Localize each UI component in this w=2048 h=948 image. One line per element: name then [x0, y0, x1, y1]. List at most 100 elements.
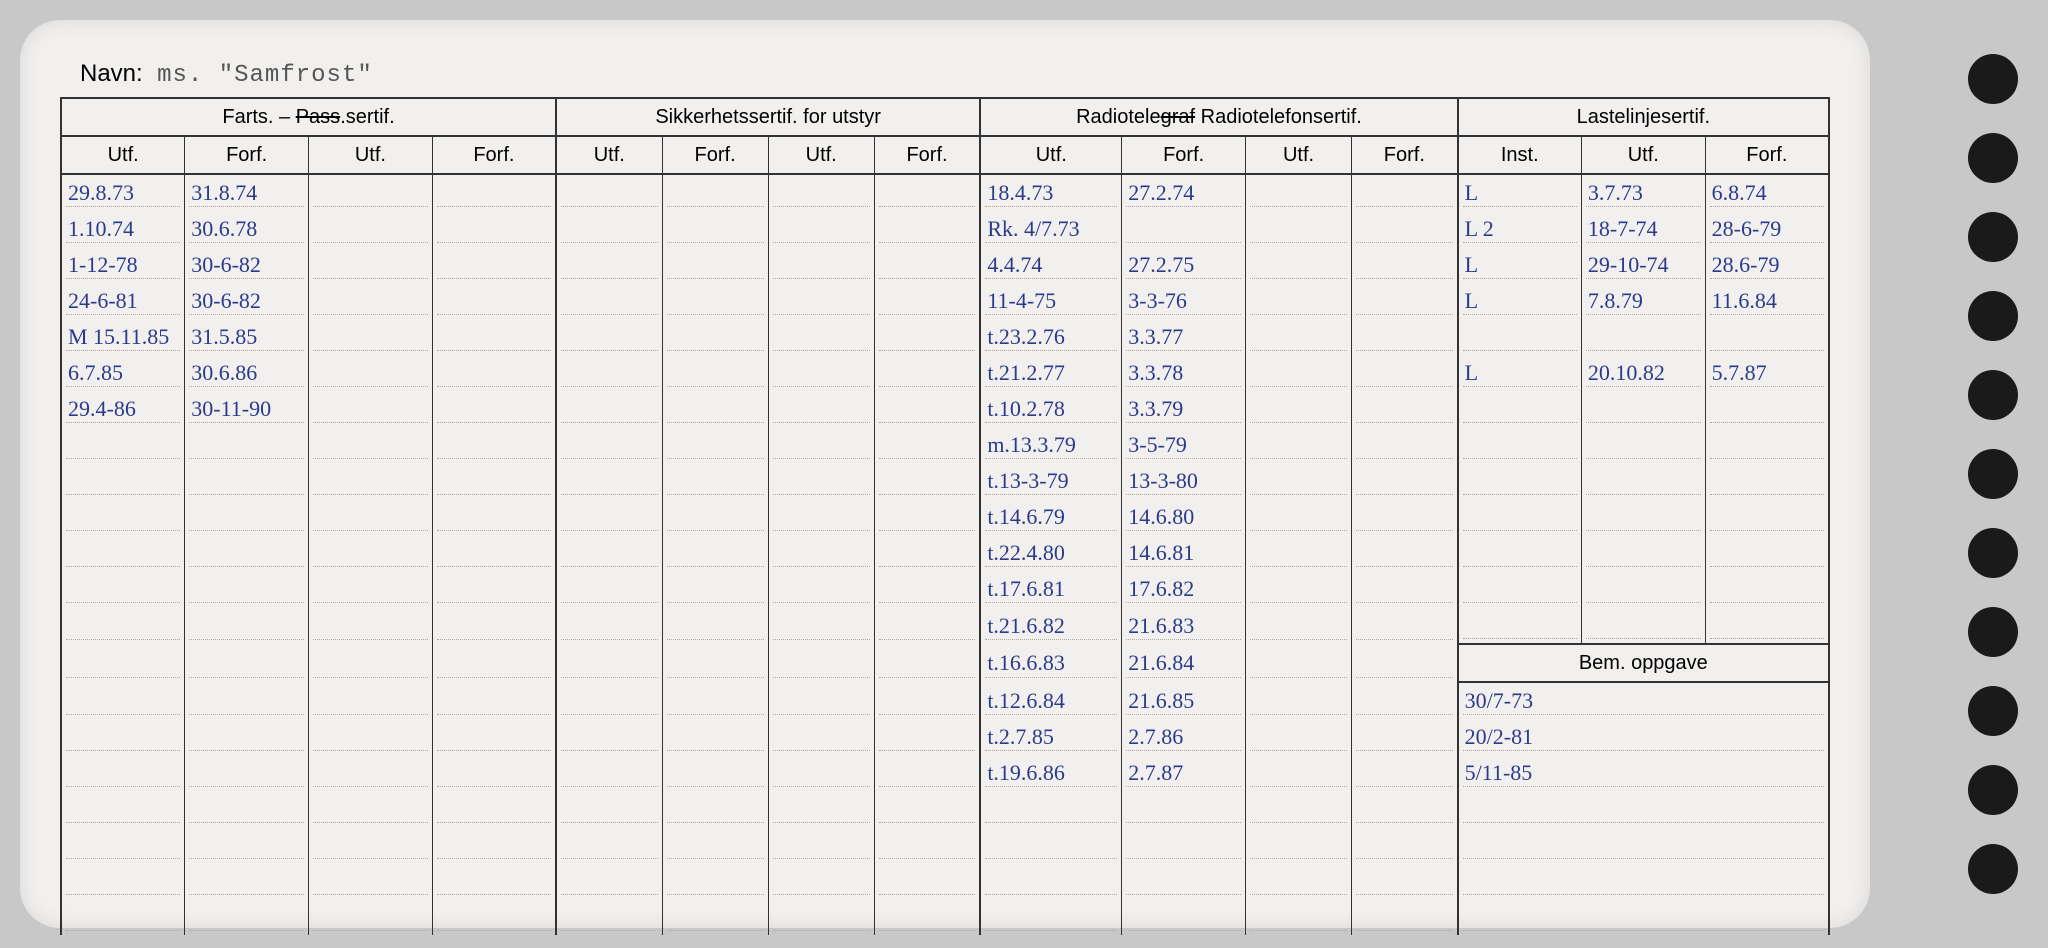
- farts-cell: [309, 247, 433, 283]
- sikkerhet-cell: [768, 863, 874, 899]
- radio-cell: t.10.2.78: [980, 391, 1121, 427]
- farts-cell: [61, 863, 185, 899]
- radio-cell: [1122, 863, 1246, 899]
- radio-cell: [1246, 427, 1352, 463]
- farts-cell: [432, 247, 556, 283]
- laste-cell: [1705, 463, 1829, 499]
- col-forf: Forf.: [1352, 136, 1458, 174]
- farts-cell: 30-6-82: [185, 283, 309, 319]
- radio-cell: [1246, 863, 1352, 899]
- radio-cell: 14.6.81: [1122, 535, 1246, 571]
- radio-cell: t.22.4.80: [980, 535, 1121, 571]
- farts-cell: [432, 211, 556, 247]
- binder-hole: [1968, 291, 2018, 341]
- radio-cell: [1352, 791, 1458, 827]
- radio-cell: [1352, 571, 1458, 607]
- farts-cell: [432, 791, 556, 827]
- sikkerhet-cell: [662, 791, 768, 827]
- radio-cell: [1246, 827, 1352, 863]
- sikkerhet-cell: [874, 319, 980, 355]
- binder-hole: [1968, 212, 2018, 262]
- sikkerhet-cell: [662, 755, 768, 791]
- radio-cell: 3.3.77: [1122, 319, 1246, 355]
- farts-cell: [185, 719, 309, 755]
- radio-cell: t.13-3-79: [980, 463, 1121, 499]
- sikkerhet-cell: [556, 283, 662, 319]
- radio-cell: 27.2.74: [1122, 174, 1246, 211]
- sikkerhet-cell: [768, 644, 874, 682]
- farts-cell: [309, 755, 433, 791]
- sikkerhet-cell: [874, 499, 980, 535]
- sikkerhet-cell: [768, 607, 874, 644]
- laste-cell: [1458, 427, 1582, 463]
- farts-cell: [61, 827, 185, 863]
- sikkerhet-cell: [768, 391, 874, 427]
- laste-cell: [1581, 571, 1705, 607]
- radio-cell: [1352, 211, 1458, 247]
- radio-cell: t.19.6.86: [980, 755, 1121, 791]
- radio-cell: [1352, 607, 1458, 644]
- radio-cell: 2.7.87: [1122, 755, 1246, 791]
- laste-cell: 28.6-79: [1705, 247, 1829, 283]
- sikkerhet-cell: [662, 247, 768, 283]
- farts-cell: [61, 791, 185, 827]
- radio-cell: [1246, 463, 1352, 499]
- farts-cell: [61, 899, 185, 935]
- bem-header: Bem. oppgave: [1458, 644, 1829, 682]
- farts-cell: 30.6.78: [185, 211, 309, 247]
- sikkerhet-cell: [556, 247, 662, 283]
- farts-cell: [309, 499, 433, 535]
- radio-cell: [1246, 211, 1352, 247]
- laste-cell: 20.10.82: [1581, 355, 1705, 391]
- farts-cell: [309, 644, 433, 682]
- laste-cell: [1705, 499, 1829, 535]
- sikkerhet-cell: [768, 211, 874, 247]
- farts-cell: [432, 719, 556, 755]
- radio-cell: [1246, 283, 1352, 319]
- farts-cell: [309, 355, 433, 391]
- radio-cell: [1352, 283, 1458, 319]
- radio-cell: [1246, 682, 1352, 719]
- farts-cell: [61, 571, 185, 607]
- sikkerhet-cell: [768, 247, 874, 283]
- sikkerhet-cell: [874, 211, 980, 247]
- farts-cell: 31.8.74: [185, 174, 309, 211]
- sikkerhet-cell: [556, 499, 662, 535]
- farts-cell: 29.8.73: [61, 174, 185, 211]
- laste-cell: [1705, 319, 1829, 355]
- col-utf: Utf.: [556, 136, 662, 174]
- radio-cell: t.16.6.83: [980, 644, 1121, 682]
- sikkerhet-cell: [662, 355, 768, 391]
- sikkerhet-cell: [556, 535, 662, 571]
- radio-cell: t.12.6.84: [980, 682, 1121, 719]
- radio-cell: [1122, 827, 1246, 863]
- laste-cell: [1705, 571, 1829, 607]
- radio-cell: [1352, 174, 1458, 211]
- sikkerhet-cell: [874, 571, 980, 607]
- radio-cell: 3-3-76: [1122, 283, 1246, 319]
- farts-cell: [61, 427, 185, 463]
- radio-cell: 21.6.83: [1122, 607, 1246, 644]
- farts-cell: 24-6-81: [61, 283, 185, 319]
- farts-cell: [432, 355, 556, 391]
- laste-cell: [1705, 607, 1829, 644]
- radio-cell: [1246, 174, 1352, 211]
- farts-cell: [309, 827, 433, 863]
- sikkerhet-cell: [556, 863, 662, 899]
- bem-cell: [1458, 863, 1829, 899]
- col-forf: Forf.: [432, 136, 556, 174]
- radio-cell: [980, 791, 1121, 827]
- navn-value: ms. "Samfrost": [157, 62, 373, 89]
- sikkerhet-cell: [662, 682, 768, 719]
- sikkerhet-cell: [874, 247, 980, 283]
- radio-cell: 18.4.73: [980, 174, 1121, 211]
- sikkerhet-cell: [662, 535, 768, 571]
- laste-cell: [1705, 535, 1829, 571]
- sikkerhet-cell: [662, 899, 768, 935]
- radio-cell: 13-3-80: [1122, 463, 1246, 499]
- radio-cell: 21.6.85: [1122, 682, 1246, 719]
- radio-cell: [1246, 499, 1352, 535]
- laste-cell: [1458, 499, 1582, 535]
- radio-cell: [1352, 355, 1458, 391]
- sikkerhet-cell: [874, 174, 980, 211]
